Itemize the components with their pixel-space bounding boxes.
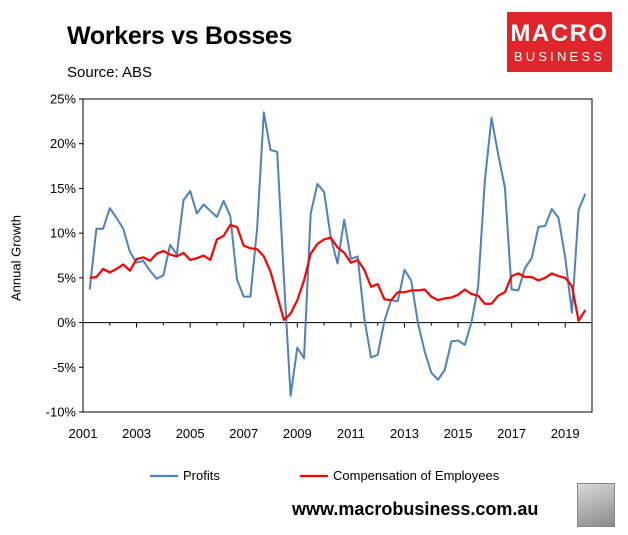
- x-tick-label: 2009: [283, 426, 312, 441]
- x-tick-label: 2013: [390, 426, 419, 441]
- y-tick-label: 10%: [50, 226, 76, 241]
- series-line-profits: [88, 111, 587, 397]
- website-footer[interactable]: www.macrobusiness.com.au: [292, 499, 539, 519]
- chart-subtitle: Source: ABS: [67, 64, 153, 81]
- macrobusiness-logo[interactable]: MACRO BUSINESS: [507, 12, 612, 72]
- x-tick-label: 2001: [69, 426, 98, 441]
- x-tick-label: 2005: [176, 426, 205, 441]
- legend-label-profits: Profits: [183, 468, 220, 483]
- y-tick-label: 20%: [50, 136, 76, 151]
- y-tick-label: -10%: [46, 405, 77, 420]
- x-tick-label: 2019: [551, 426, 580, 441]
- legend-label-compensation-of-employees: Compensation of Employees: [333, 468, 500, 483]
- y-tick-label: 25%: [50, 92, 76, 107]
- logo-line2: BUSINESS: [513, 49, 606, 64]
- logo-line1: MACRO: [510, 20, 609, 47]
- x-tick-label: 2011: [337, 426, 365, 441]
- y-tick-label: -5%: [53, 360, 77, 375]
- chart-title: Workers vs Bosses: [67, 22, 293, 50]
- x-tick-label: 2007: [229, 426, 258, 441]
- x-tick-label: 2003: [122, 426, 151, 441]
- y-tick-label: 15%: [50, 181, 76, 196]
- wolf-emblem-icon: [577, 483, 615, 527]
- x-tick-label: 2017: [497, 426, 526, 441]
- y-tick-label: 0%: [57, 315, 76, 330]
- plot-frame: [82, 98, 593, 413]
- y-tick-label: 5%: [57, 270, 76, 285]
- x-tick-label: 2015: [444, 426, 473, 441]
- series-line-compensation-of-employees: [89, 224, 587, 322]
